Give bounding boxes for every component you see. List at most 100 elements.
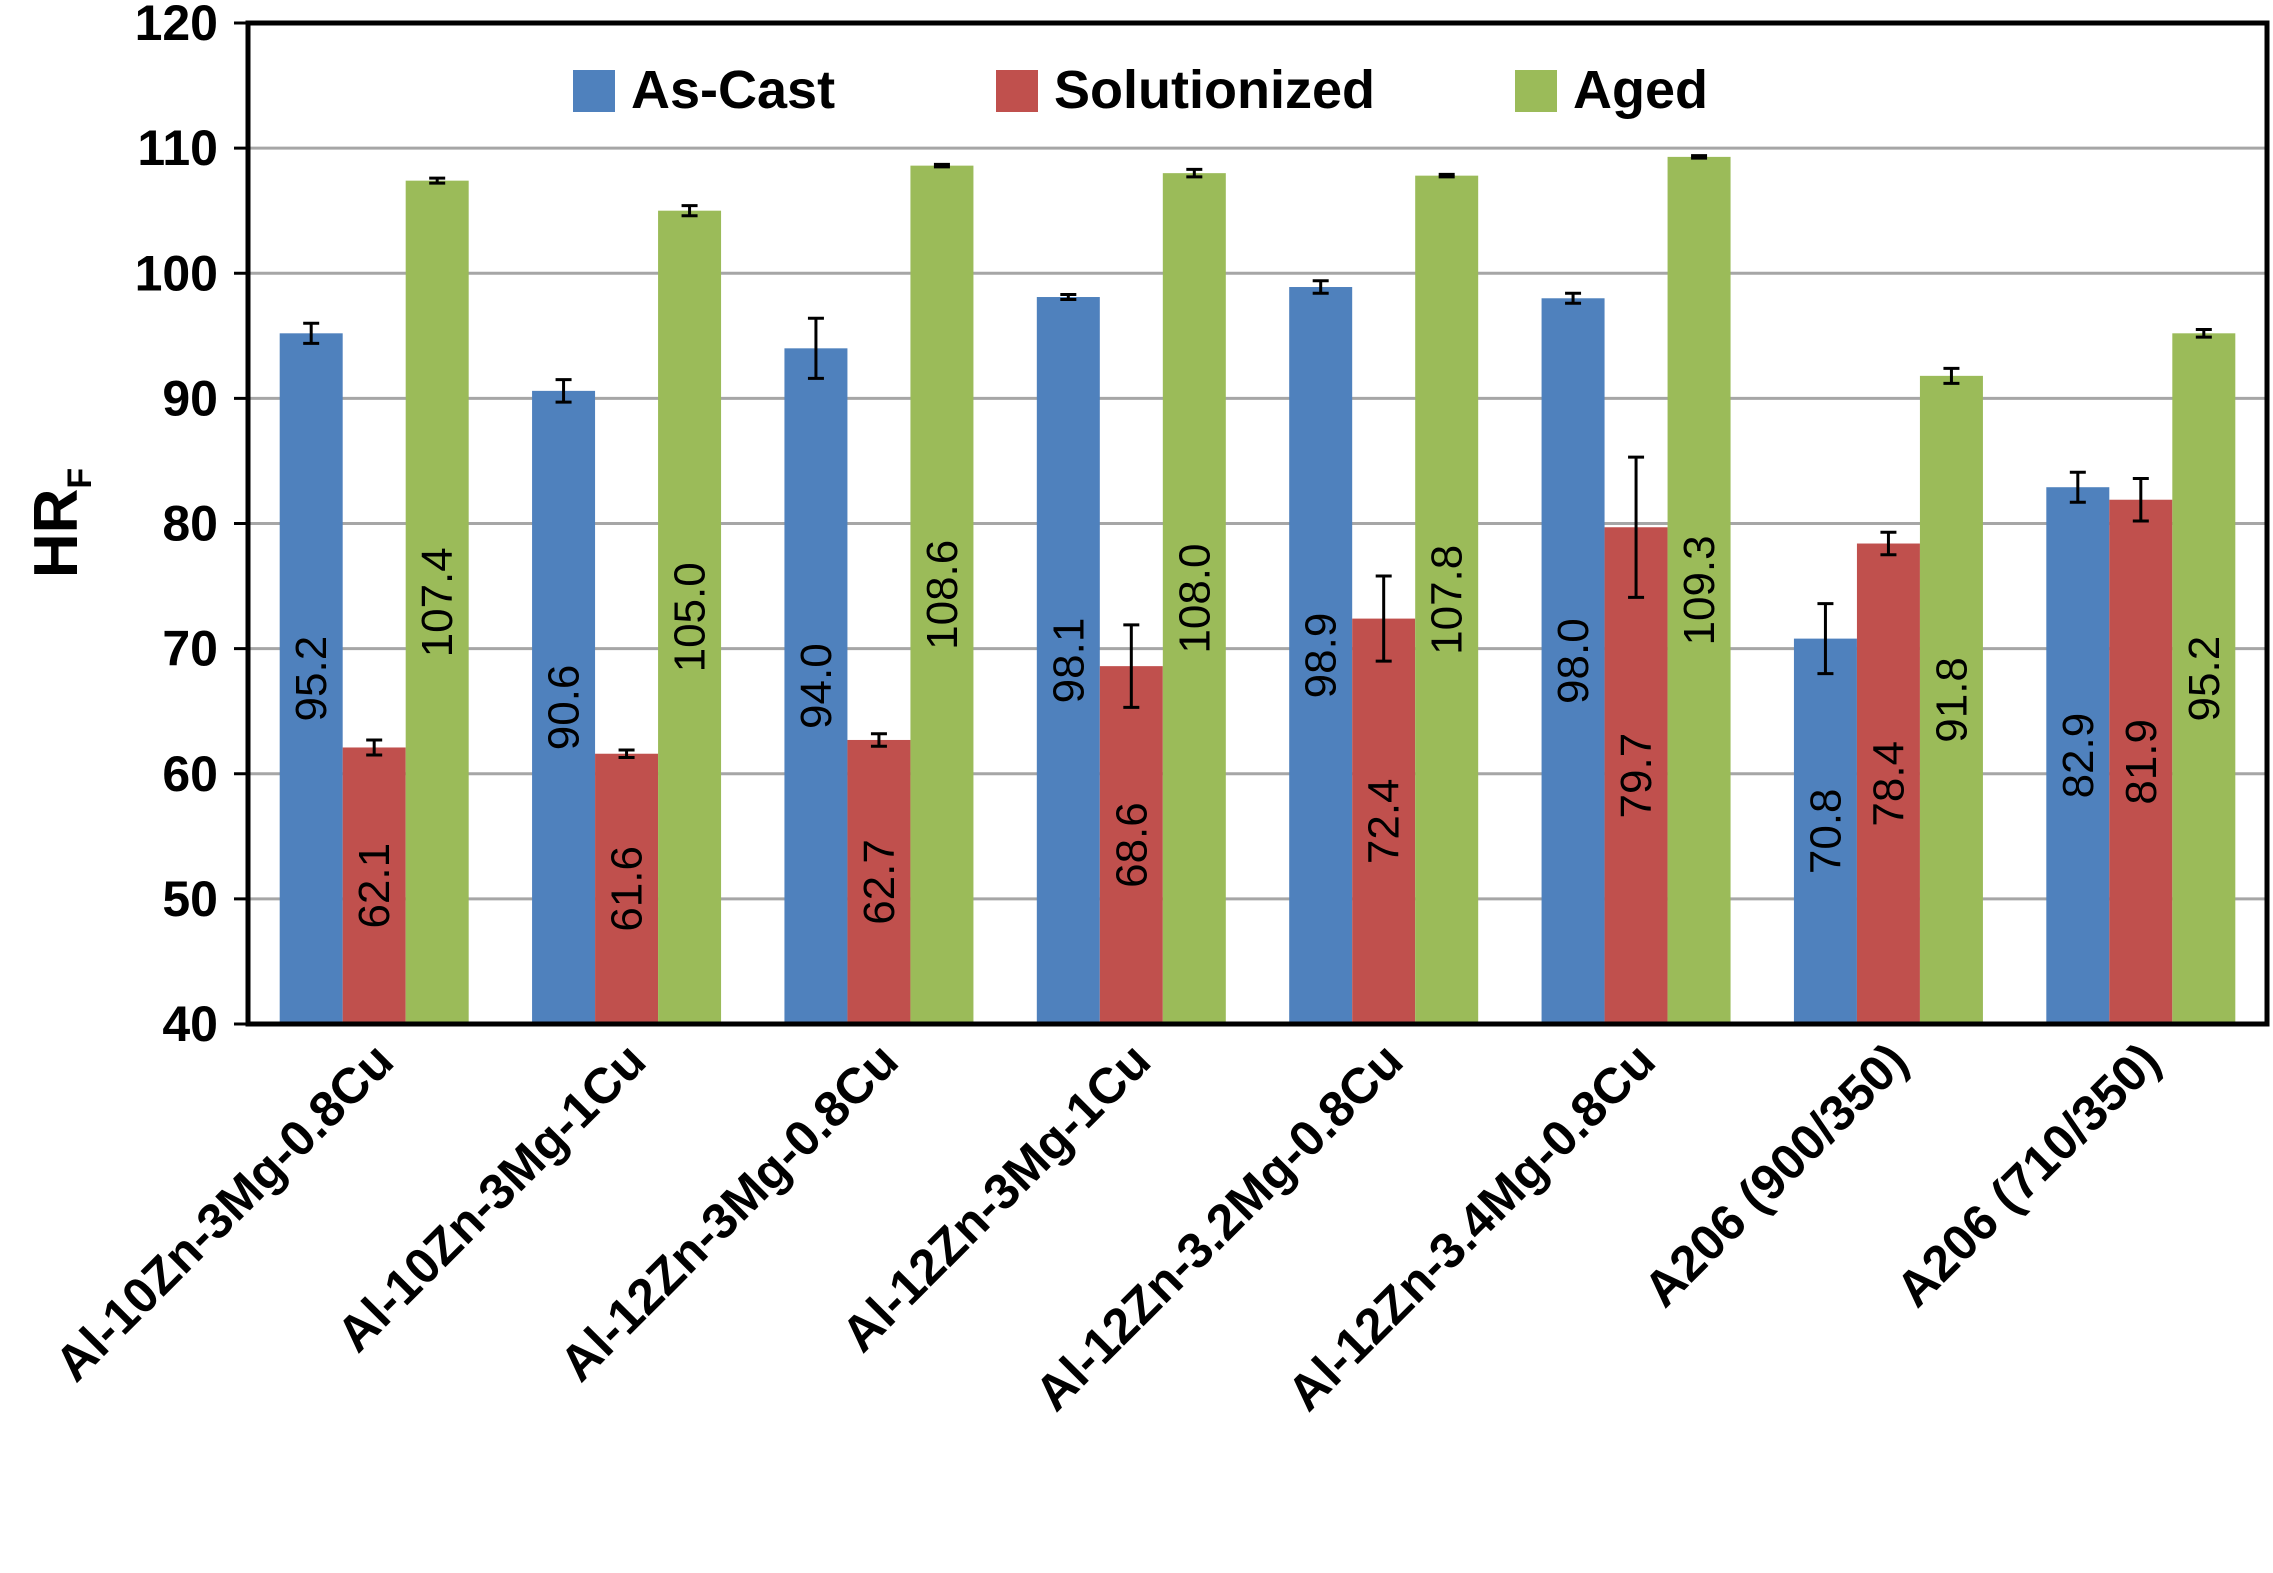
data-label: 98.0 <box>1549 618 1598 704</box>
y-tick-label: 70 <box>162 621 218 677</box>
y-tick-label: 110 <box>137 120 218 176</box>
bar-aged <box>1667 156 1731 1025</box>
data-label: 107.8 <box>1423 545 1472 655</box>
bar-aged <box>658 210 722 1024</box>
x-axis-categories: Al-10Zn-3Mg-0.8CuAl-10Zn-3Mg-1CuAl-12Zn-… <box>44 1032 2170 1421</box>
data-label: 109.3 <box>1675 535 1724 645</box>
bar-aged <box>1162 173 1226 1024</box>
error-bar <box>1186 167 1203 179</box>
data-label: 105.0 <box>666 562 715 672</box>
legend-item-as-cast: As-Cast <box>573 60 835 120</box>
error-bar <box>1817 602 1834 676</box>
bar-as-cast <box>532 390 596 1024</box>
data-label: 108.6 <box>918 540 967 650</box>
error-bar <box>1628 455 1645 599</box>
error-bar <box>618 748 635 759</box>
bar-solutionized <box>1856 543 1920 1024</box>
y-tick-label: 120 <box>135 0 218 51</box>
data-label: 70.8 <box>1801 788 1850 874</box>
bar-as-cast <box>1289 287 1353 1024</box>
bar-solutionized <box>2109 499 2173 1024</box>
bar-aged <box>2172 333 2236 1024</box>
y-tick-label: 50 <box>162 871 218 927</box>
legend-swatch <box>996 70 1038 112</box>
y-axis-title: HRF <box>22 468 99 578</box>
bar-aged <box>910 165 974 1024</box>
legend-swatch <box>573 70 615 112</box>
bar-solutionized <box>342 747 406 1024</box>
legend-swatch <box>1515 70 1557 112</box>
bar-as-cast <box>1541 298 1605 1024</box>
data-label: 90.6 <box>540 665 589 751</box>
error-bar <box>1880 530 1897 557</box>
bar-as-cast <box>1036 297 1100 1024</box>
y-axis-ticks: 40 50 60 70 80 90 100 110 120 <box>135 0 248 1052</box>
y-axis-title-subscript: F <box>61 468 99 489</box>
legend-label: Solutionized <box>1054 60 1375 120</box>
data-label: 108.0 <box>1170 544 1219 654</box>
x-category-label: A206 (900/350) <box>1633 1032 1918 1317</box>
error-bar <box>807 316 824 380</box>
data-label: 95.2 <box>287 636 336 722</box>
bar-aged <box>1919 375 1983 1024</box>
error-bar <box>1438 172 1455 179</box>
error-bar <box>681 204 698 218</box>
error-bar <box>2195 328 2212 339</box>
data-label: 72.4 <box>1360 778 1409 864</box>
error-bars <box>303 154 2212 759</box>
legend-label: As-Cast <box>631 60 835 120</box>
data-label: 98.9 <box>1297 613 1346 699</box>
bar-aged <box>1415 175 1479 1025</box>
data-label: 107.4 <box>413 547 462 657</box>
bar-as-cast <box>1793 638 1857 1024</box>
error-bar <box>1123 623 1140 709</box>
bar-aged <box>405 180 469 1025</box>
bar-as-cast <box>784 348 848 1024</box>
error-bar <box>933 162 950 169</box>
data-label: 68.6 <box>1107 802 1156 888</box>
y-tick-label: 60 <box>162 746 218 802</box>
bar-solutionized <box>1099 666 1163 1024</box>
bar-solutionized <box>595 753 659 1024</box>
error-bar <box>1691 154 1708 160</box>
error-bar <box>366 738 383 757</box>
data-label: 82.9 <box>2054 713 2103 799</box>
bar-as-cast <box>279 333 343 1024</box>
data-label: 94.0 <box>792 643 841 729</box>
data-label: 78.4 <box>1864 741 1913 827</box>
bar-as-cast <box>2046 487 2110 1024</box>
y-tick-label: 90 <box>162 370 218 426</box>
data-label: 62.7 <box>855 839 904 925</box>
data-label: 91.8 <box>1927 657 1976 743</box>
data-label: 62.1 <box>350 843 399 929</box>
bar-solutionized <box>847 739 911 1024</box>
error-bar <box>1375 574 1392 663</box>
error-bar <box>870 732 887 748</box>
legend-label: Aged <box>1573 60 1708 120</box>
data-label: 98.1 <box>1044 618 1093 704</box>
x-category-label: A206 (710/350) <box>1885 1032 2170 1317</box>
data-label: 61.6 <box>603 846 652 932</box>
bar-solutionized <box>1352 618 1416 1024</box>
y-tick-label: 40 <box>162 996 218 1052</box>
y-tick-label: 80 <box>162 496 218 552</box>
data-label: 95.2 <box>2180 636 2229 722</box>
data-labels: 95.2 62.1 107.4 90.6 61.6 105.0 94.0 62.7 108.6 9… <box>287 535 2229 931</box>
error-bar <box>2069 470 2086 504</box>
error-bar <box>1943 366 1960 385</box>
bars <box>279 156 2236 1025</box>
y-tick-label: 100 <box>135 245 218 301</box>
data-label: 79.7 <box>1612 733 1661 819</box>
error-bar <box>303 321 320 345</box>
legend: As-Cast Solutionized Aged <box>573 60 1708 120</box>
legend-item-solutionized: Solutionized <box>996 60 1375 120</box>
error-bar <box>1565 291 1582 305</box>
error-bar <box>1060 293 1077 302</box>
legend-item-aged: Aged <box>1515 60 1708 120</box>
error-bar <box>1312 279 1329 295</box>
y-axis-title-main: HR <box>22 489 91 579</box>
error-bar <box>555 378 572 404</box>
bar-solutionized <box>1604 527 1668 1024</box>
error-bar <box>429 176 446 185</box>
